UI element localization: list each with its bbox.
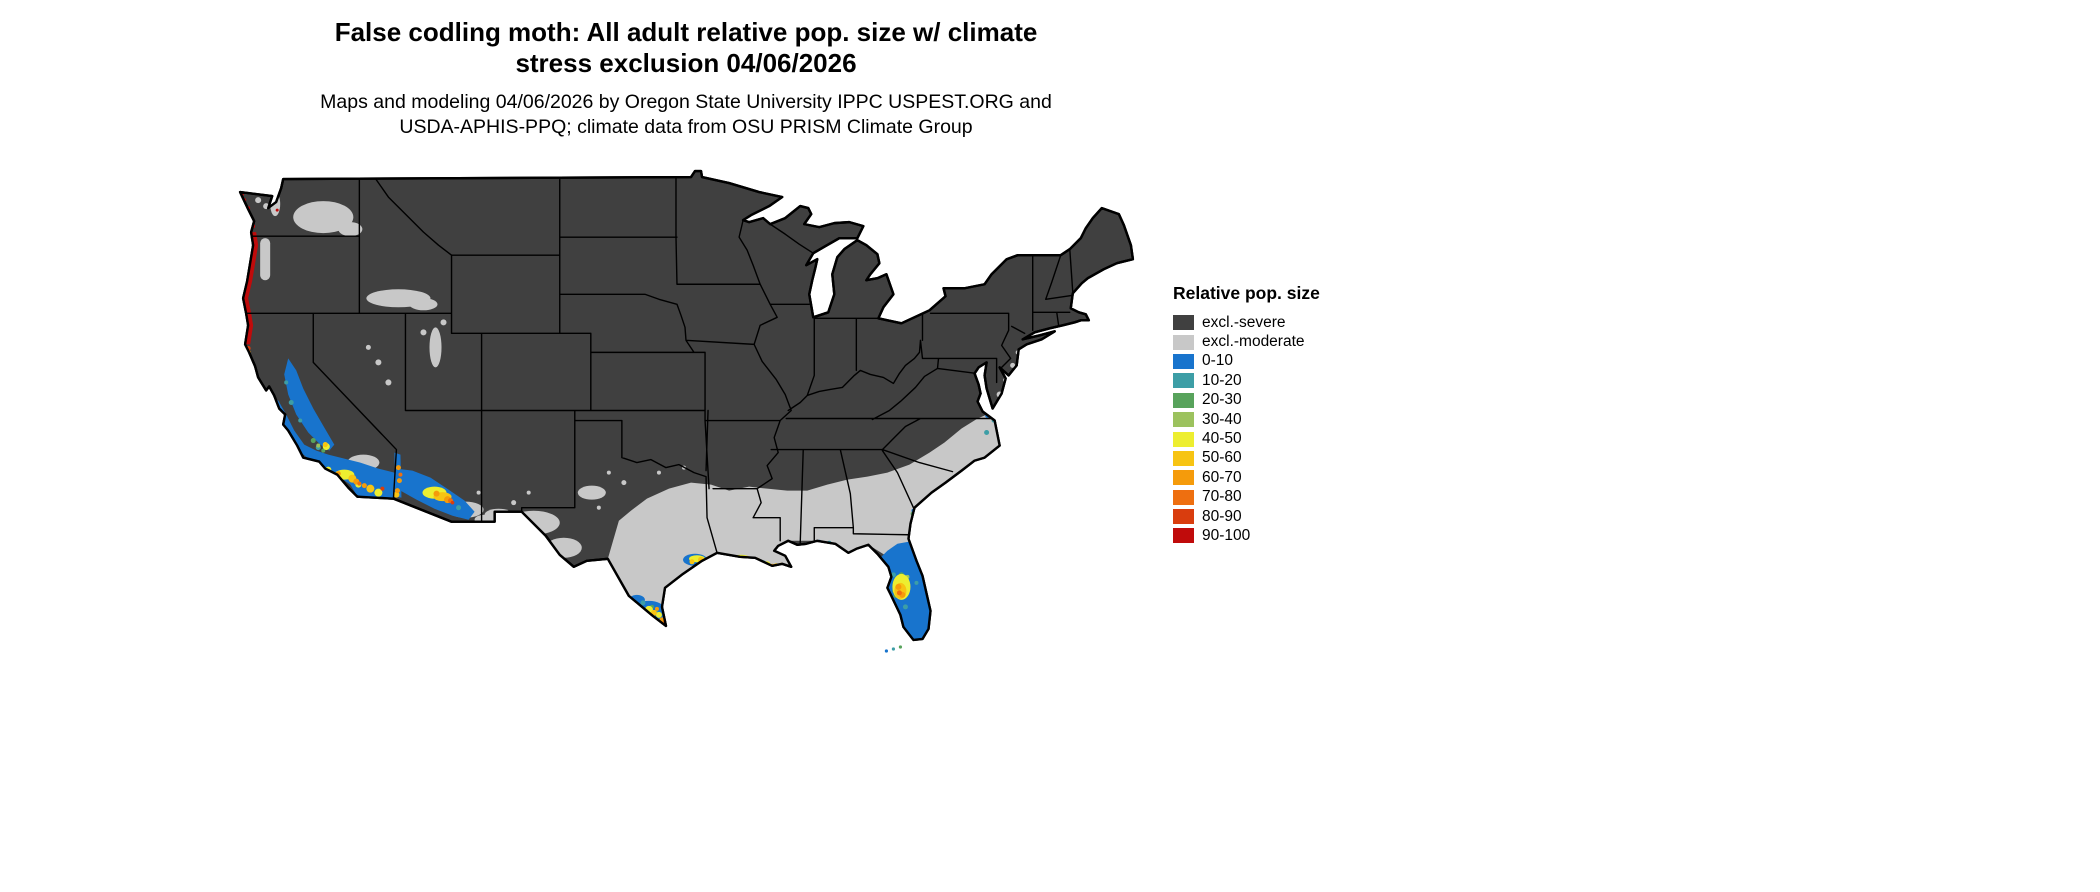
legend-label: 60-70 bbox=[1202, 468, 1242, 486]
legend-label: excl.-moderate bbox=[1202, 333, 1305, 351]
legend-swatch bbox=[1173, 489, 1194, 505]
legend-swatch bbox=[1173, 334, 1194, 350]
legend-item: 40-50 bbox=[1173, 429, 1320, 448]
map-attribution-line-2: USDA-APHIS-PPQ; climate data from OSU PR… bbox=[399, 116, 973, 138]
legend-label: 10-20 bbox=[1202, 371, 1242, 389]
legend: Relative pop. size excl.-severe excl.-mo… bbox=[1173, 283, 1320, 546]
legend-label: 30-40 bbox=[1202, 410, 1242, 428]
legend-item: 60-70 bbox=[1173, 468, 1320, 487]
legend-swatch bbox=[1173, 528, 1194, 544]
map-title: False codling moth: All adult relative p… bbox=[0, 17, 1372, 79]
legend-swatch bbox=[1173, 509, 1194, 525]
legend-title: Relative pop. size bbox=[1173, 283, 1320, 303]
legend-label: 90-100 bbox=[1202, 526, 1251, 544]
map-title-line-1: False codling moth: All adult relative p… bbox=[334, 17, 1038, 47]
legend-swatch bbox=[1173, 412, 1194, 428]
legend-item: 0-10 bbox=[1173, 352, 1320, 371]
map-title-line-2: stress exclusion 04/06/2026 bbox=[515, 48, 857, 78]
region-excl-moderate bbox=[255, 192, 1020, 626]
legend-label: 50-60 bbox=[1202, 449, 1242, 467]
map-attribution: Maps and modeling 04/06/2026 by Oregon S… bbox=[0, 90, 1372, 140]
legend-swatch bbox=[1173, 373, 1194, 389]
legend-item: excl.-moderate bbox=[1173, 332, 1320, 351]
legend-swatch bbox=[1173, 315, 1194, 331]
legend-item: 50-60 bbox=[1173, 449, 1320, 468]
legend-item: 10-20 bbox=[1173, 371, 1320, 390]
us-choropleth-map bbox=[228, 162, 1140, 663]
legend-item: excl.-severe bbox=[1173, 313, 1320, 332]
legend-swatch bbox=[1173, 392, 1194, 408]
legend-item: 30-40 bbox=[1173, 410, 1320, 429]
florida-keys-specks bbox=[884, 645, 903, 653]
state-borders bbox=[244, 176, 1074, 554]
legend-item: 80-90 bbox=[1173, 507, 1320, 526]
legend-item: 20-30 bbox=[1173, 391, 1320, 410]
map-attribution-line-1: Maps and modeling 04/06/2026 by Oregon S… bbox=[320, 91, 1052, 113]
legend-label: 40-50 bbox=[1202, 430, 1242, 448]
legend-swatch bbox=[1173, 450, 1194, 466]
legend-label: excl.-severe bbox=[1202, 313, 1286, 331]
legend-swatch bbox=[1173, 353, 1194, 369]
legend-label: 20-30 bbox=[1202, 391, 1242, 409]
legend-item: 90-100 bbox=[1173, 526, 1320, 545]
legend-swatch bbox=[1173, 470, 1194, 486]
legend-label: 0-10 bbox=[1202, 352, 1234, 370]
legend-label: 80-90 bbox=[1202, 507, 1242, 525]
national-border bbox=[238, 169, 1135, 642]
legend-swatch bbox=[1173, 431, 1194, 447]
legend-item: 70-80 bbox=[1173, 488, 1320, 507]
legend-label: 70-80 bbox=[1202, 488, 1242, 506]
